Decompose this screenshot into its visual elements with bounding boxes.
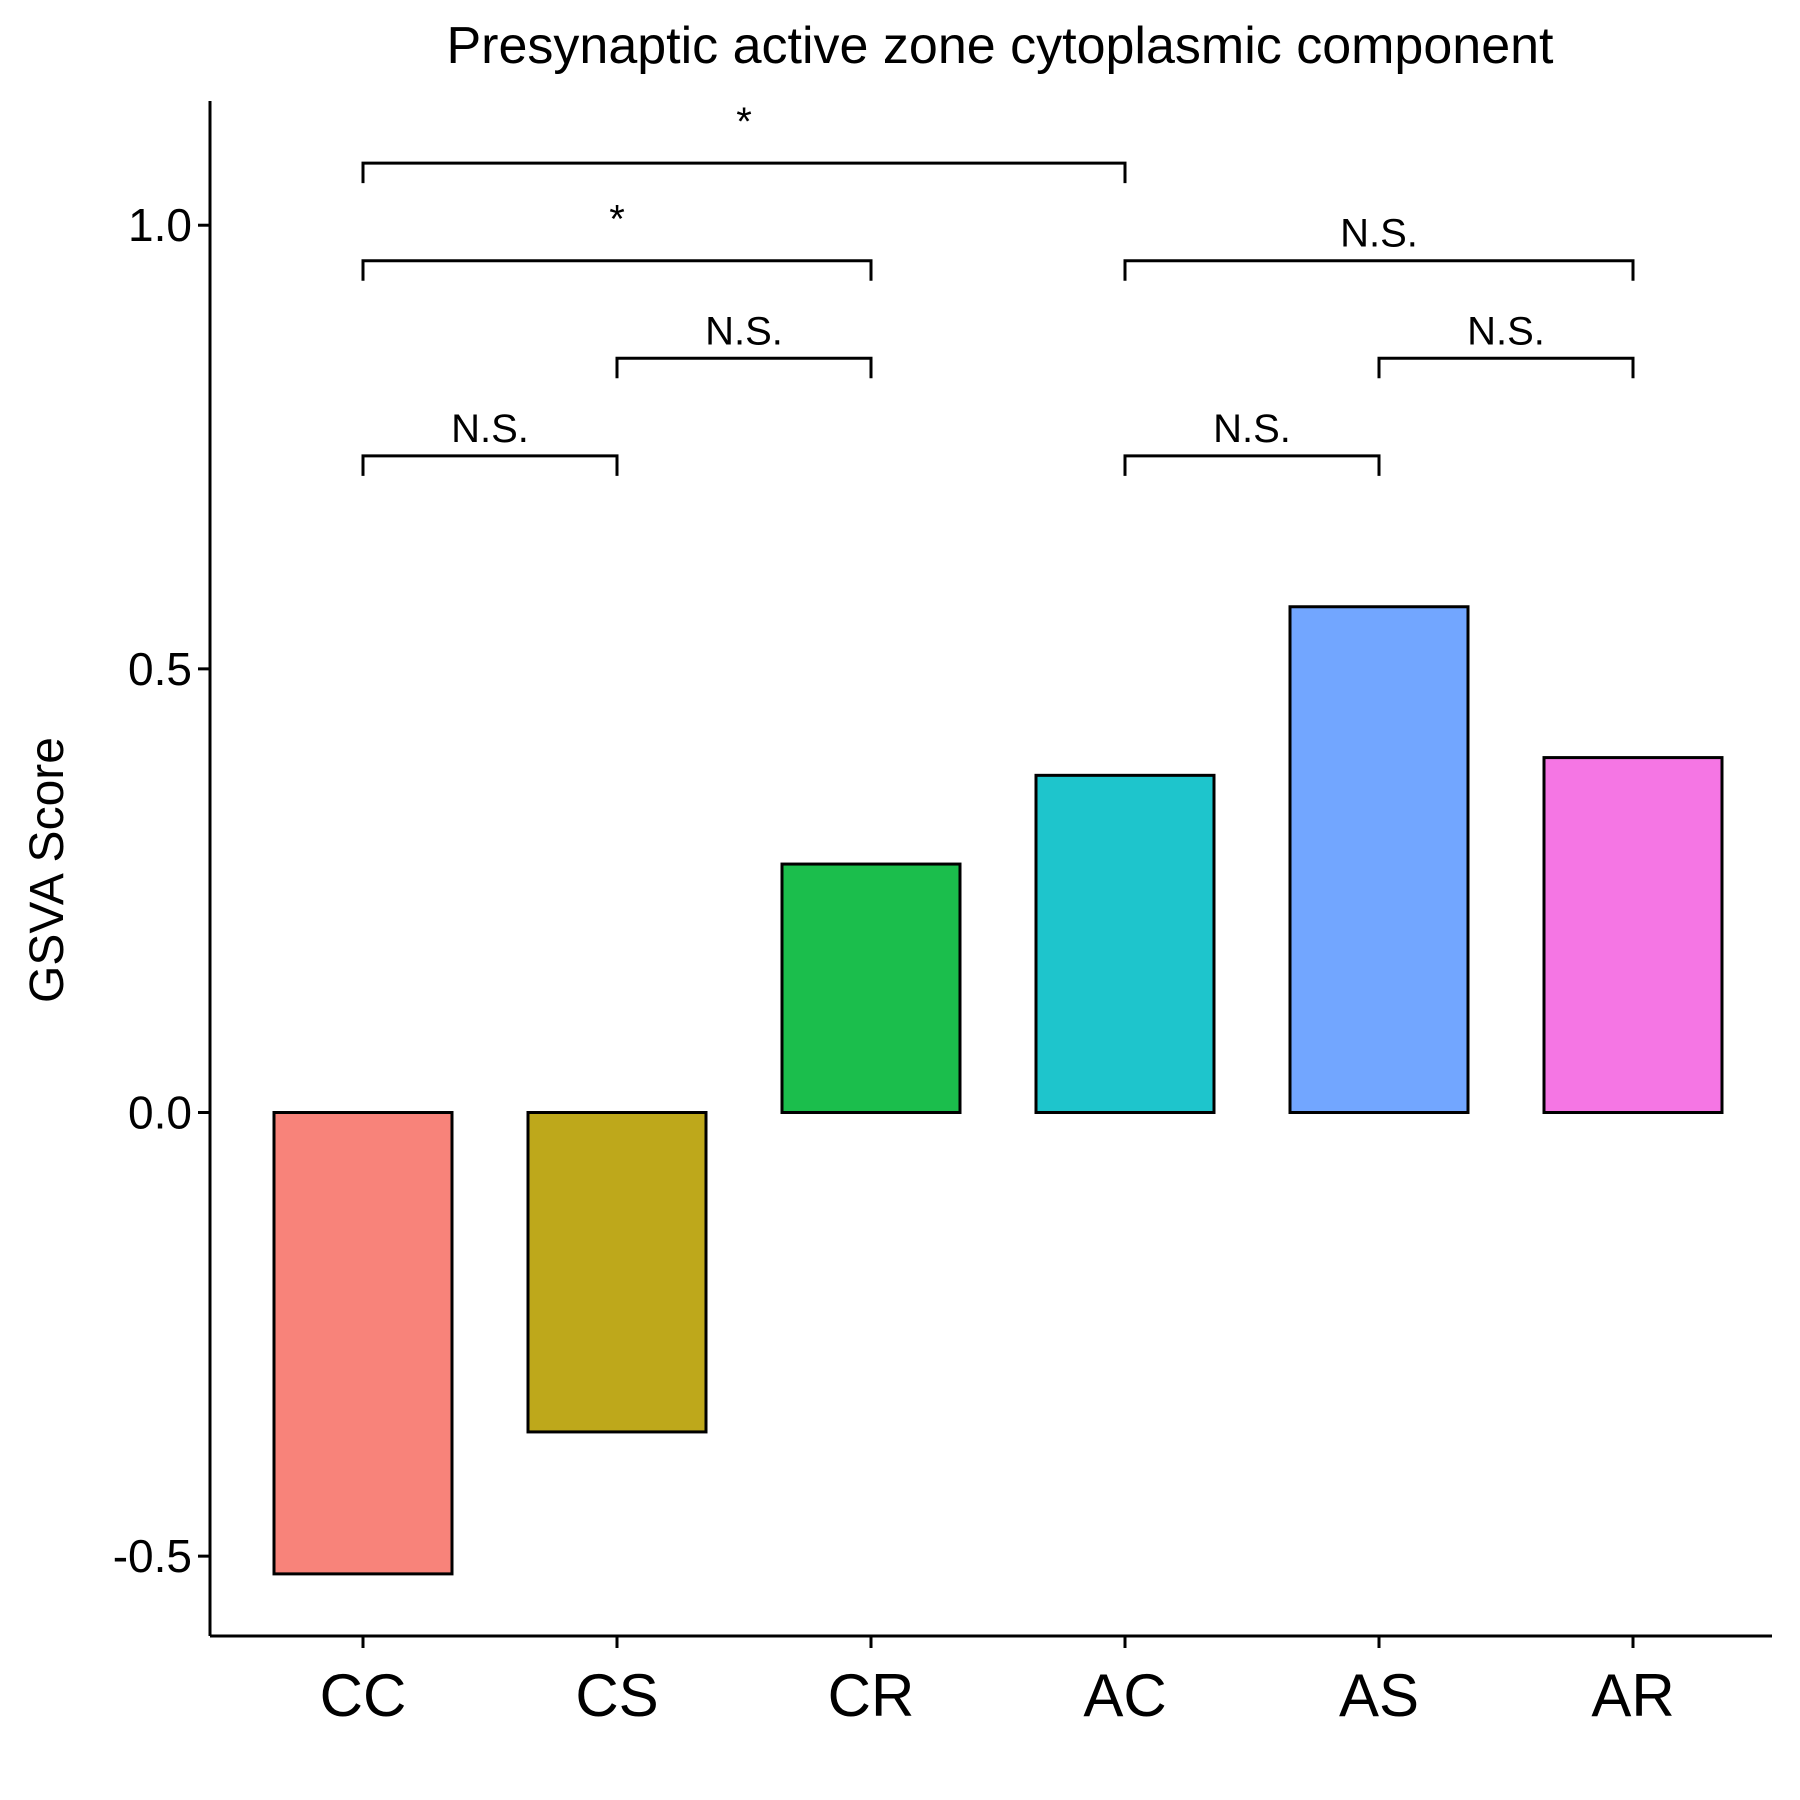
significance-bracket [1123, 259, 1635, 281]
significance-label: N.S. [1213, 407, 1291, 451]
chart-title: Presynaptic active zone cytoplasmic comp… [447, 17, 1555, 75]
bar-ar [1542, 756, 1724, 1115]
x-tick-label: CC [320, 1662, 407, 1729]
bars-group [272, 605, 1724, 1576]
x-tick-label: CS [575, 1662, 658, 1729]
bar-cs [526, 1111, 708, 1434]
significance-bracket [1377, 356, 1635, 379]
significance-bracket [361, 259, 873, 281]
y-ticks-group: -0.5 0.0 0.5 1.0 [113, 199, 210, 1582]
significance-label: * [609, 198, 625, 242]
significance-label: * [736, 100, 752, 144]
x-tick-label: AC [1083, 1662, 1166, 1729]
x-tick-label: AS [1339, 1662, 1419, 1729]
bar-ac [1034, 773, 1216, 1115]
y-tick-label: 0.5 [128, 643, 192, 695]
significance-bracket [1123, 454, 1381, 476]
significance-bracket [361, 454, 619, 476]
bar-cc [272, 1111, 454, 1576]
y-tick-label: 1.0 [128, 199, 192, 251]
significance-label: N.S. [451, 407, 529, 451]
y-tick-label: 0.0 [128, 1087, 192, 1139]
x-tick-label: CR [828, 1662, 915, 1729]
bar-cr [780, 862, 962, 1115]
x-ticks-group: CC CS CR AC AS AR [320, 1636, 1675, 1729]
significance-label: N.S. [705, 309, 783, 353]
x-tick-label: AR [1591, 1662, 1674, 1729]
y-axis-label: GSVA Score [21, 737, 74, 1003]
bar-as [1288, 605, 1470, 1115]
y-tick-label: -0.5 [113, 1530, 192, 1582]
significance-bracket [361, 161, 1127, 184]
significance-brackets-group: N.S. N.S. * * N.S. N.S. N.S. [361, 100, 1635, 476]
significance-bracket [615, 356, 873, 379]
significance-label: N.S. [1467, 309, 1545, 353]
significance-label: N.S. [1340, 212, 1418, 256]
